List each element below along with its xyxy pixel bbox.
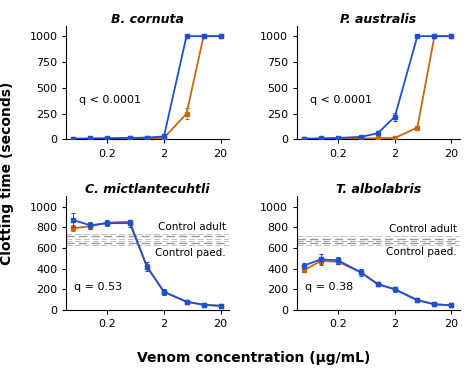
Text: q < 0.0001: q < 0.0001 [79,95,141,105]
Title: T. albolabris: T. albolabris [336,183,421,196]
Text: q < 0.0001: q < 0.0001 [310,95,372,105]
Title: C. mictlantecuhtli: C. mictlantecuhtli [85,183,210,196]
Text: Venom concentration (µg/mL): Venom concentration (µg/mL) [137,351,370,365]
Text: Control adult: Control adult [158,221,226,231]
Text: q = 0.38: q = 0.38 [305,282,354,292]
Text: Control paed.: Control paed. [155,248,226,258]
Text: q = 0.53: q = 0.53 [74,282,123,292]
Title: P. australis: P. australis [340,13,417,26]
Text: Control paed.: Control paed. [386,247,456,257]
Title: B. cornuta: B. cornuta [111,13,184,26]
Text: Control adult: Control adult [389,224,456,234]
Text: Clotting time (seconds): Clotting time (seconds) [0,82,14,265]
